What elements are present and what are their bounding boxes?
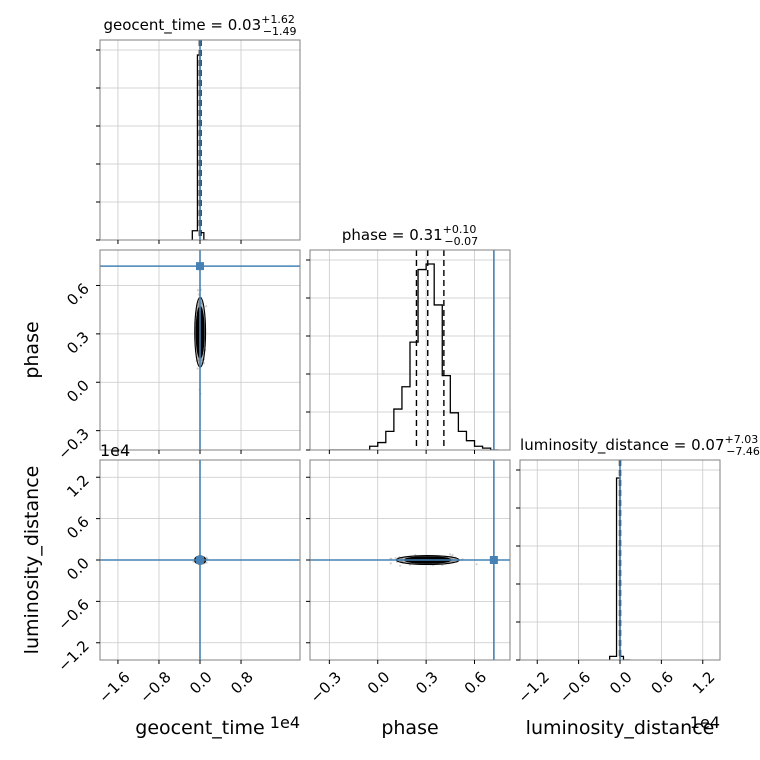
- scatter-layer: [192, 288, 478, 567]
- y-tick-label-luminosity_distance: −1.2: [54, 637, 92, 675]
- sample-point: [389, 562, 392, 565]
- sample-point: [451, 553, 454, 557]
- title-luminosity_distance: luminosity_distance = 0.07+7.03 −7.46: [520, 433, 760, 458]
- x-tick-label-luminosity_distance: 0.6: [648, 668, 678, 698]
- x-tick-label-phase: 0.6: [461, 668, 491, 698]
- sample-point: [205, 561, 208, 564]
- x-offset-label-geocent_time: 1e4: [270, 713, 300, 732]
- x-tick-label-luminosity_distance: −0.6: [556, 668, 594, 706]
- x-tick-label-phase: −0.3: [307, 668, 345, 706]
- y-tick-label-phase: −0.3: [54, 425, 92, 463]
- truth-marker: [196, 262, 204, 271]
- y-tick-label-luminosity_distance: −0.6: [54, 595, 92, 633]
- y-axis-label-phase: phase: [21, 321, 43, 378]
- x-tick-label-phase: 0.0: [364, 668, 394, 698]
- data-layer: [191, 40, 631, 660]
- y-tick-label-phase: 0.3: [63, 328, 93, 358]
- truth-marker: [489, 556, 498, 564]
- x-tick-label-phase: 0.3: [412, 668, 442, 698]
- sample-point: [448, 553, 452, 556]
- y-tick-label-luminosity_distance: 0.6: [63, 513, 93, 543]
- sample-point: [205, 305, 208, 308]
- x-axis-label-phase: phase: [381, 717, 438, 739]
- x-tick-label-geocent_time: 0.0: [186, 668, 216, 698]
- x-axis-label-luminosity_distance: luminosity_distance: [526, 717, 715, 739]
- sample-point: [196, 289, 200, 292]
- sample-point: [192, 560, 195, 563]
- histogram-phase: [329, 263, 499, 450]
- y-tick-label-luminosity_distance: 1.2: [63, 471, 93, 501]
- frame-layer: [96, 39, 721, 664]
- y-tick-label-phase: 0.0: [63, 376, 93, 406]
- sample-point: [196, 367, 199, 370]
- x-tick-label-geocent_time: −1.6: [95, 668, 133, 706]
- text-layer: −1.6 −0.8 0.0 0.8 −0.3 0.0 0.3 0.6 −1.2 −0.6 0.0 0.…: [21, 13, 760, 739]
- x-tick-label-luminosity_distance: −1.2: [514, 668, 552, 706]
- sample-point: [202, 362, 206, 365]
- truth-layer: [100, 40, 621, 660]
- sample-point: [394, 557, 397, 560]
- sample-point: [399, 564, 402, 567]
- x-tick-label-luminosity_distance: 0.0: [606, 668, 636, 698]
- title-phase: phase = 0.31+0.10 −0.07: [342, 223, 478, 248]
- x-tick-label-luminosity_distance: 1.2: [689, 668, 719, 698]
- x-tick-label-geocent_time: 0.8: [227, 668, 257, 698]
- title-geocent_time: geocent_time = 0.03+1.62 −1.49: [103, 13, 296, 38]
- y-axis-label-luminosity_distance: luminosity_distance: [21, 466, 43, 655]
- y-tick-label-luminosity_distance: 0.0: [63, 554, 93, 584]
- sample-point: [475, 563, 478, 566]
- sample-point: [205, 556, 208, 559]
- panel-frame: [309, 249, 511, 451]
- x-axis-label-geocent_time: geocent_time: [135, 717, 264, 739]
- y-offset-label-luminosity_distance: 1e4: [100, 441, 130, 460]
- x-offset-label-luminosity_distance: 1e4: [690, 713, 720, 732]
- truth-marker: [196, 556, 204, 564]
- x-tick-label-geocent_time: −0.8: [136, 668, 174, 706]
- y-tick-label-phase: 0.6: [63, 280, 93, 310]
